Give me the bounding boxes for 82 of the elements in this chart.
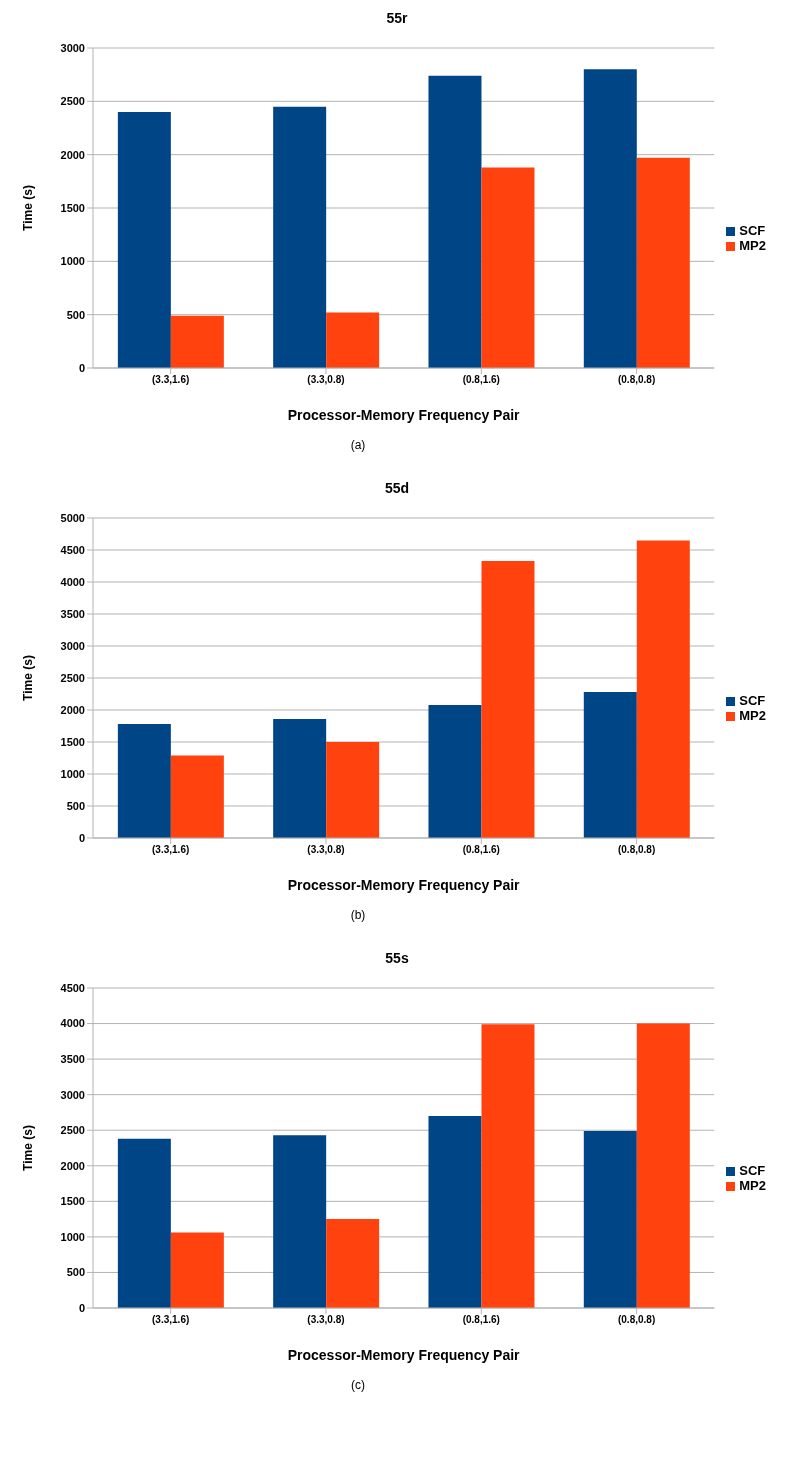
bar — [481, 1024, 535, 1308]
y-tick-label: 500 — [66, 799, 85, 812]
chart-title: 55r — [385, 9, 409, 28]
y-tick-label: 1500 — [60, 735, 85, 748]
y-tick-label: 3500 — [60, 607, 85, 620]
y-tick-label: 3500 — [60, 1053, 85, 1066]
y-tick-label: 3000 — [60, 639, 85, 652]
bar — [117, 1138, 171, 1308]
bar — [636, 540, 690, 838]
x-tick-label: (0.8,1.6) — [462, 844, 500, 856]
y-tick-label: 1500 — [60, 201, 85, 214]
chart-title: 55d — [383, 479, 411, 498]
y-tick-label: 2500 — [60, 671, 85, 684]
bar — [428, 75, 482, 368]
bar — [273, 106, 327, 368]
legend-label: SCF — [739, 1163, 766, 1178]
bar — [428, 1116, 482, 1308]
x-tick-label: (3.3,1.6) — [152, 844, 190, 856]
y-axis-title: Time (s) — [21, 655, 36, 701]
x-tick-label: (3.3,0.8) — [307, 374, 345, 386]
y-tick-label: 3000 — [60, 1088, 85, 1101]
bar — [117, 724, 171, 838]
legend-label: SCF — [739, 223, 766, 238]
y-tick-label: 0 — [78, 1301, 85, 1314]
x-tick-label: (3.3,0.8) — [307, 844, 345, 856]
x-axis-title: Processor-Memory Frequency Pair — [287, 1347, 521, 1363]
y-tick-label: 4000 — [60, 1017, 85, 1030]
legend-label: MP2 — [739, 708, 766, 723]
x-tick-label: (0.8,1.6) — [462, 374, 500, 386]
x-tick-label: (0.8,1.6) — [462, 1314, 500, 1326]
y-tick-label: 0 — [78, 831, 85, 844]
y-tick-label: 2000 — [60, 703, 85, 716]
bar — [583, 1130, 637, 1308]
text: (a) — [349, 438, 367, 454]
y-axis-title: Time (s) — [21, 1125, 36, 1171]
y-tick-label: 5000 — [60, 511, 85, 524]
legend-label: MP2 — [739, 1178, 766, 1193]
bar — [481, 167, 535, 368]
bar — [170, 315, 224, 368]
legend-label: MP2 — [739, 238, 766, 253]
x-axis-title: Processor-Memory Frequency Pair — [287, 877, 521, 893]
legend-label: SCF — [739, 693, 766, 708]
y-tick-label: 3000 — [60, 41, 85, 54]
y-tick-label: 0 — [78, 361, 85, 374]
x-tick-label: (3.3,1.6) — [152, 374, 190, 386]
y-tick-label: 1000 — [60, 767, 85, 780]
x-tick-label: (0.8,0.8) — [617, 1314, 656, 1326]
x-axis-title: Processor-Memory Frequency Pair — [287, 407, 521, 423]
x-tick-label: (3.3,0.8) — [307, 1314, 345, 1326]
y-tick-label: 2500 — [60, 1124, 85, 1137]
bar — [428, 704, 482, 838]
bar — [170, 755, 224, 838]
y-tick-label: 1000 — [60, 1230, 85, 1243]
y-tick-label: 4500 — [60, 543, 85, 556]
y-tick-label: 2500 — [60, 95, 85, 108]
bar — [481, 560, 535, 838]
bar — [583, 692, 637, 838]
chart-title: 55s — [384, 949, 410, 968]
y-tick-label: 2000 — [60, 148, 85, 161]
x-tick-label: (3.3,1.6) — [152, 1314, 190, 1326]
bar — [117, 112, 171, 368]
bar — [326, 742, 380, 838]
x-tick-label: (0.8,0.8) — [617, 374, 656, 386]
y-tick-label: 2000 — [60, 1159, 85, 1172]
bar — [326, 312, 380, 368]
bar — [273, 1135, 327, 1308]
bar — [636, 1023, 690, 1308]
bar — [170, 1232, 224, 1308]
x-tick-label: (0.8,0.8) — [617, 844, 656, 856]
y-tick-label: 500 — [66, 308, 85, 321]
y-tick-label: 4500 — [60, 981, 85, 994]
text: (b) — [349, 908, 367, 924]
bar — [273, 718, 327, 838]
text: (c) — [350, 1378, 366, 1394]
bar — [326, 1219, 380, 1308]
y-tick-label: 1000 — [60, 255, 85, 268]
y-axis-title: Time (s) — [21, 185, 36, 231]
y-tick-label: 4000 — [60, 575, 85, 588]
y-tick-label: 500 — [66, 1266, 85, 1279]
y-tick-label: 1500 — [60, 1195, 85, 1208]
bar — [583, 69, 637, 368]
bar — [636, 157, 690, 368]
